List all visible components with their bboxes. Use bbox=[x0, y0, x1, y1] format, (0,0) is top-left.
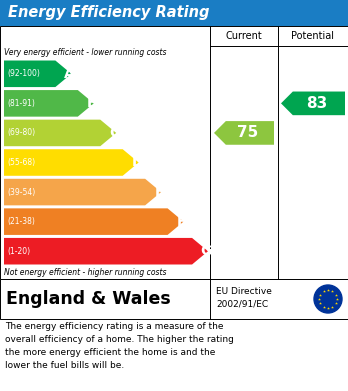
Text: B: B bbox=[87, 96, 97, 110]
Text: 75: 75 bbox=[237, 126, 258, 140]
Text: (39-54): (39-54) bbox=[7, 188, 35, 197]
Text: E: E bbox=[155, 185, 164, 199]
Polygon shape bbox=[4, 90, 94, 117]
Polygon shape bbox=[4, 149, 139, 176]
Text: 83: 83 bbox=[306, 96, 327, 111]
Text: England & Wales: England & Wales bbox=[6, 290, 171, 308]
Polygon shape bbox=[4, 238, 208, 264]
Bar bbox=[0, 0, 348, 26]
Text: The energy efficiency rating is a measure of the
overall efficiency of a home. T: The energy efficiency rating is a measur… bbox=[5, 322, 234, 369]
Text: Very energy efficient - lower running costs: Very energy efficient - lower running co… bbox=[4, 48, 166, 57]
Text: F: F bbox=[177, 215, 187, 229]
Polygon shape bbox=[214, 121, 274, 145]
Text: (69-80): (69-80) bbox=[7, 128, 35, 137]
Text: (81-91): (81-91) bbox=[7, 99, 35, 108]
Text: G: G bbox=[201, 244, 212, 258]
Text: Potential: Potential bbox=[292, 31, 334, 41]
Text: Not energy efficient - higher running costs: Not energy efficient - higher running co… bbox=[4, 268, 166, 277]
Text: Current: Current bbox=[226, 31, 262, 41]
Polygon shape bbox=[4, 179, 161, 205]
Bar bbox=[0, 279, 348, 319]
Polygon shape bbox=[281, 91, 345, 115]
Text: C: C bbox=[110, 126, 120, 140]
Text: (1-20): (1-20) bbox=[7, 247, 30, 256]
Polygon shape bbox=[4, 208, 183, 235]
Polygon shape bbox=[4, 120, 116, 146]
Text: A: A bbox=[64, 67, 75, 81]
Text: EU Directive
2002/91/EC: EU Directive 2002/91/EC bbox=[216, 287, 272, 309]
Text: D: D bbox=[131, 156, 143, 170]
Circle shape bbox=[314, 285, 342, 313]
Polygon shape bbox=[4, 61, 71, 87]
Bar bbox=[0, 26, 348, 279]
Text: (21-38): (21-38) bbox=[7, 217, 35, 226]
Text: (92-100): (92-100) bbox=[7, 69, 40, 78]
Text: (55-68): (55-68) bbox=[7, 158, 35, 167]
Text: Energy Efficiency Rating: Energy Efficiency Rating bbox=[8, 5, 209, 20]
